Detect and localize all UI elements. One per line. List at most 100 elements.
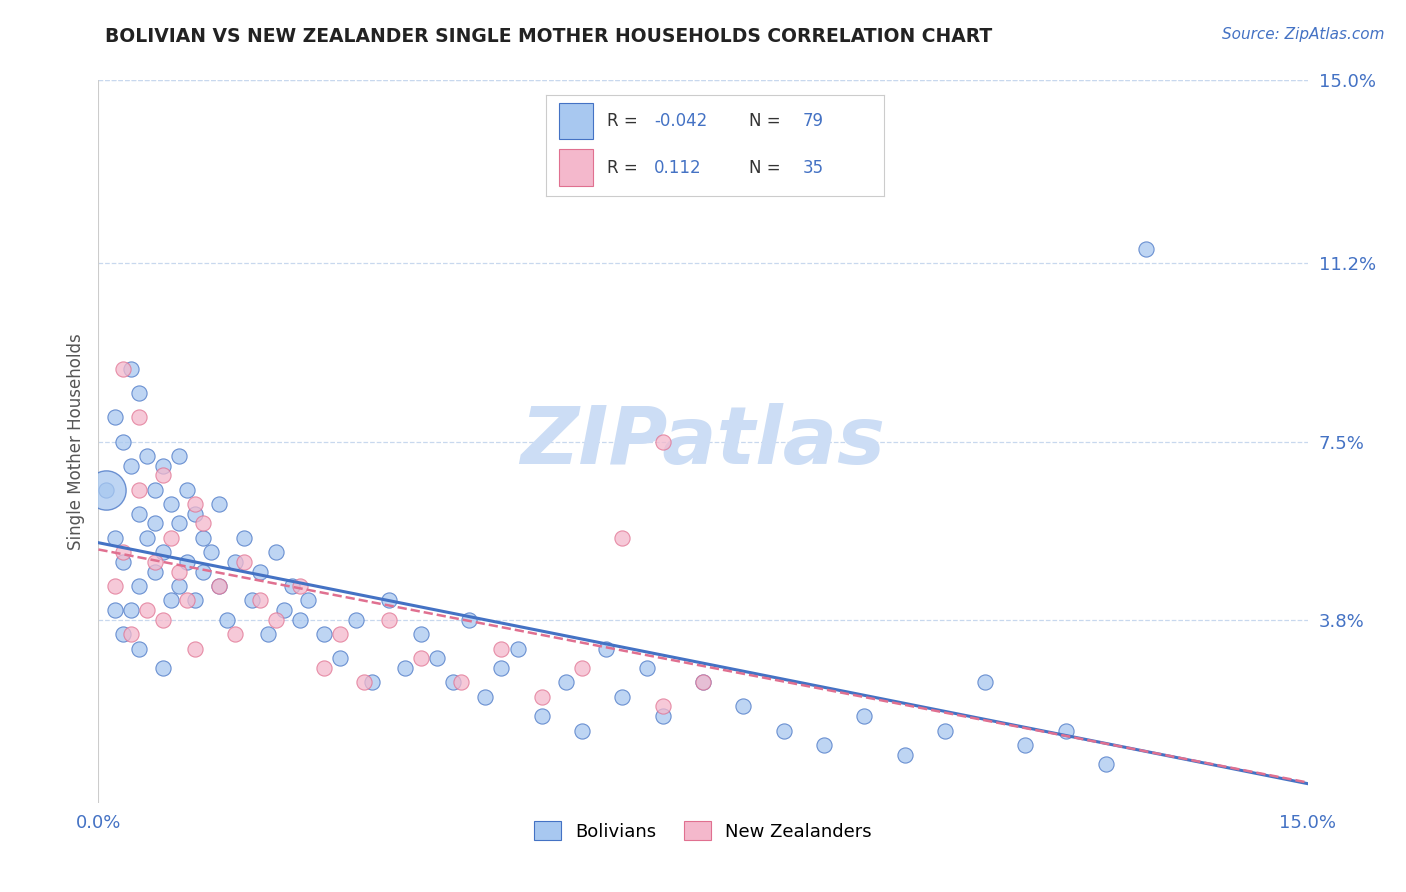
Point	[128, 386, 150, 401]
Point	[813, 738, 835, 752]
Point	[240, 593, 263, 607]
Point	[103, 579, 125, 593]
Point	[193, 516, 215, 531]
Point	[571, 723, 593, 738]
Point	[152, 613, 174, 627]
Point	[111, 627, 134, 641]
Point	[193, 531, 215, 545]
Point	[361, 675, 384, 690]
Point	[208, 497, 231, 511]
Point	[200, 545, 222, 559]
Point	[377, 613, 399, 627]
Point	[377, 593, 399, 607]
Point	[491, 641, 513, 656]
Point	[853, 709, 876, 723]
Point	[1095, 757, 1118, 772]
Point	[426, 651, 449, 665]
Point	[103, 603, 125, 617]
Point	[651, 709, 673, 723]
Point	[264, 545, 287, 559]
Point	[409, 627, 432, 641]
Point	[224, 555, 246, 569]
Point	[636, 661, 658, 675]
Point	[208, 579, 231, 593]
Point	[135, 531, 157, 545]
Point	[772, 723, 794, 738]
Point	[314, 627, 336, 641]
Point	[184, 641, 207, 656]
Point	[120, 362, 142, 376]
Point	[458, 613, 481, 627]
Point	[176, 555, 198, 569]
Point	[612, 531, 634, 545]
Point	[208, 579, 231, 593]
Point	[152, 661, 174, 675]
Point	[1135, 242, 1157, 256]
Point	[167, 565, 190, 579]
Point	[135, 603, 157, 617]
Point	[111, 555, 134, 569]
Point	[595, 641, 617, 656]
Point	[176, 593, 198, 607]
Point	[329, 651, 352, 665]
Point	[934, 723, 956, 738]
Point	[893, 747, 915, 762]
Point	[474, 690, 496, 704]
Point	[256, 627, 278, 641]
Point	[530, 709, 553, 723]
Point	[128, 641, 150, 656]
Point	[120, 458, 142, 473]
Point	[160, 531, 183, 545]
Point	[128, 483, 150, 497]
Point	[288, 579, 311, 593]
Legend: Bolivians, New Zealanders: Bolivians, New Zealanders	[527, 814, 879, 848]
Point	[249, 565, 271, 579]
Point	[96, 483, 118, 497]
Point	[160, 497, 183, 511]
Point	[232, 555, 254, 569]
Point	[184, 507, 207, 521]
Point	[143, 565, 166, 579]
Point	[264, 613, 287, 627]
Point	[409, 651, 432, 665]
Point	[1014, 738, 1036, 752]
Point	[152, 545, 174, 559]
Y-axis label: Single Mother Households: Single Mother Households	[66, 334, 84, 549]
Point	[135, 449, 157, 463]
Point	[193, 565, 215, 579]
Point	[184, 497, 207, 511]
Point	[612, 690, 634, 704]
Point	[128, 410, 150, 425]
Point	[120, 603, 142, 617]
Point	[143, 555, 166, 569]
Point	[450, 675, 472, 690]
Point	[103, 531, 125, 545]
Point	[692, 675, 714, 690]
Point	[530, 690, 553, 704]
Point	[111, 434, 134, 449]
Point	[120, 627, 142, 641]
Text: ZIPatlas: ZIPatlas	[520, 402, 886, 481]
Text: BOLIVIAN VS NEW ZEALANDER SINGLE MOTHER HOUSEHOLDS CORRELATION CHART: BOLIVIAN VS NEW ZEALANDER SINGLE MOTHER …	[105, 27, 993, 45]
Point	[394, 661, 416, 675]
Point	[217, 613, 239, 627]
Point	[143, 516, 166, 531]
Text: Source: ZipAtlas.com: Source: ZipAtlas.com	[1222, 27, 1385, 42]
Point	[288, 613, 311, 627]
Point	[344, 613, 367, 627]
Point	[314, 661, 336, 675]
Point	[184, 593, 207, 607]
Point	[224, 627, 246, 641]
Point	[506, 641, 529, 656]
Point	[111, 545, 134, 559]
Point	[152, 458, 174, 473]
Point	[273, 603, 295, 617]
Point	[128, 507, 150, 521]
Point	[143, 483, 166, 497]
Point	[441, 675, 464, 690]
Point	[103, 410, 125, 425]
Point	[571, 661, 593, 675]
Point	[297, 593, 319, 607]
Point	[353, 675, 375, 690]
Point	[111, 362, 134, 376]
